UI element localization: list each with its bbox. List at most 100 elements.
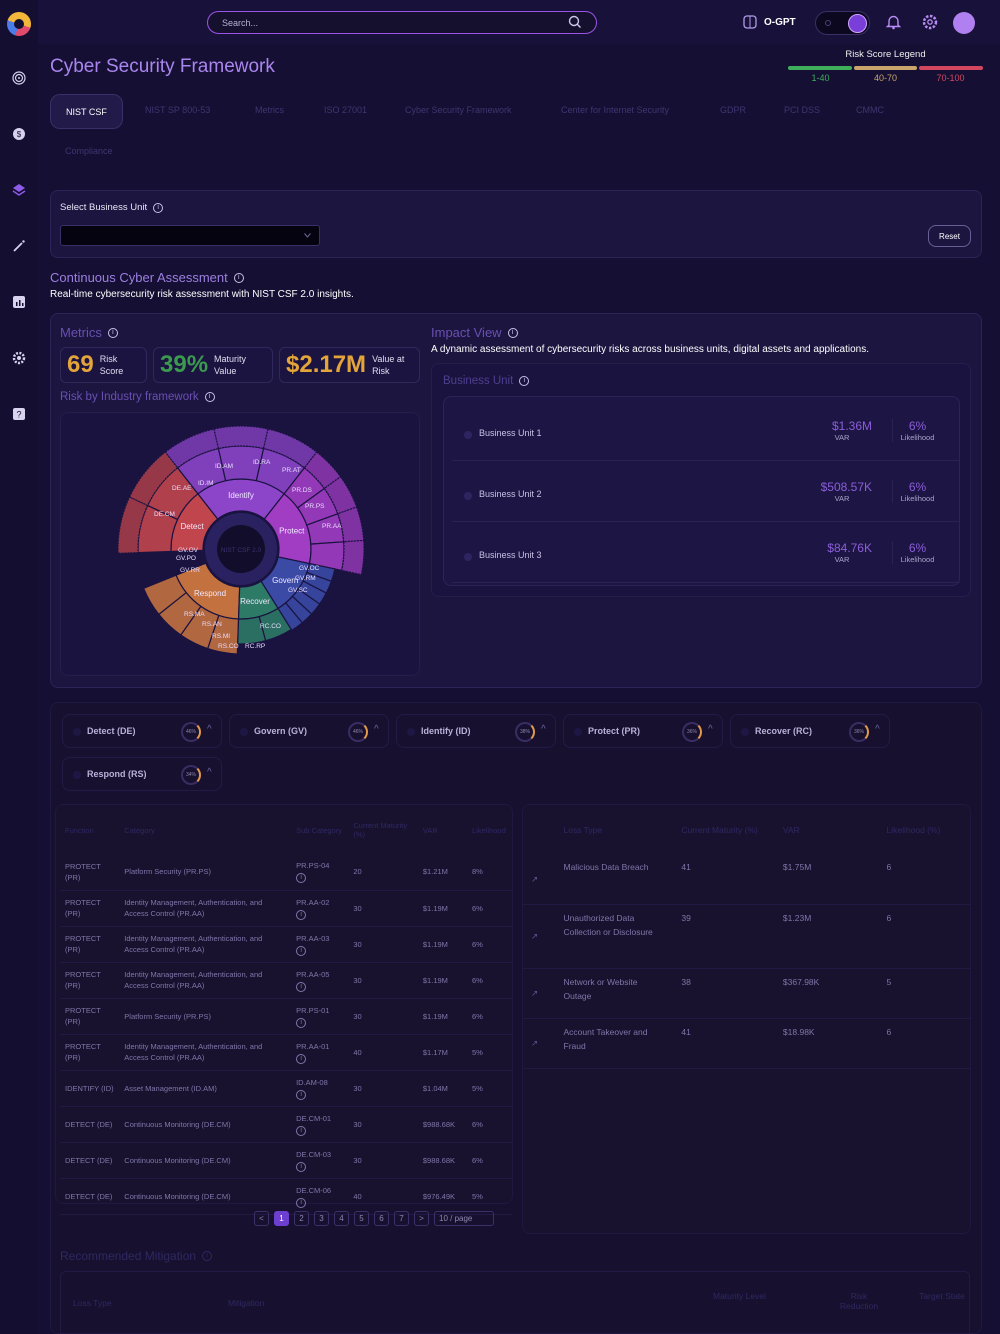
table-row[interactable]: PROTECT (PR) Identity Management, Authent… [60,1034,512,1071]
layers-icon[interactable] [12,183,26,197]
column-header[interactable]: Loss Type [73,1298,112,1308]
app-logo[interactable] [7,12,31,36]
dollar-icon[interactable]: $ [12,127,26,141]
column-header[interactable]: Sub Category [296,825,342,835]
tab-nist-sp-800-53[interactable]: NIST SP 800-53 [145,105,211,115]
info-icon[interactable]: i [296,873,307,884]
tab-center-for-internet-security[interactable]: Center for Internet Security [561,105,670,115]
column-header[interactable]: VAR [782,825,800,835]
info-icon[interactable]: i [296,909,307,920]
business-unit-select[interactable] [60,225,320,246]
user-avatar[interactable] [953,12,975,34]
table-row[interactable]: PROTECT (PR) Identity Management, Authent… [60,926,512,963]
column-header[interactable]: VAR [422,825,438,835]
search-box[interactable] [207,11,597,34]
table-row[interactable]: IDENTIFY (ID) Asset Management (ID.AM) ID.… [60,1070,512,1107]
column-header[interactable]: Function [65,825,94,835]
prev-page-button[interactable]: < [254,1211,269,1226]
info-icon[interactable]: i [296,1053,307,1064]
page-size-select[interactable]: 10 / page [434,1211,494,1226]
info-icon[interactable]: i [296,1089,307,1100]
table-row[interactable]: PROTECT (PR) Identity Management, Authent… [60,890,512,927]
external-link-icon[interactable]: ↗ [531,873,539,884]
tab-cyber-security-framework[interactable]: Cyber Security Framework [405,105,512,115]
business-unit-row[interactable]: Business Unit 3 $84.76K VAR 6% Likelihood [452,529,960,583]
column-header[interactable]: Target State [919,1291,965,1301]
sunburst-subcategory[interactable] [341,539,365,576]
sunburst-subcategory[interactable] [213,425,269,450]
info-icon[interactable]: i [507,327,518,338]
info-icon[interactable]: i [519,376,530,386]
tab-nist-csf[interactable]: NIST CSF [50,94,123,129]
sunburst-category[interactable] [142,574,188,616]
settings-icon[interactable] [12,351,26,365]
function-chip[interactable]: Detect (DE) 46% ^ [62,714,222,748]
table-row[interactable]: ↗ Malicious Data Breach 41 $1.75M 6 [523,854,970,905]
fingerprint-icon[interactable] [12,71,26,85]
column-header[interactable]: Likelihood [471,825,506,835]
sunburst-subcategory[interactable] [262,428,318,469]
external-link-icon[interactable]: ↗ [531,1038,539,1048]
column-header[interactable]: Likelihood (%) [886,825,941,835]
column-header[interactable]: Category [124,825,155,835]
search-icon[interactable] [568,15,582,29]
business-unit-row[interactable]: Business Unit 1 $1.36M VAR 6% Likelihood [452,407,960,461]
table-row[interactable]: PROTECT (PR) Identity Management, Authent… [60,962,512,999]
function-chip[interactable]: Identify (ID) 38% ^ [396,714,556,748]
table-row[interactable]: DETECT (DE) Continuous Monitoring (DE.CM)… [60,1142,512,1179]
table-row[interactable]: PROTECT (PR) Platform Security (PR.PS) PR.… [60,998,512,1035]
page-button[interactable]: 4 [334,1211,349,1226]
info-icon[interactable]: i [296,981,307,992]
table-row[interactable]: ↗ Network or Website Outage 38 $367.98K 5 [523,968,970,1019]
column-header[interactable]: Risk Reduction [839,1291,879,1311]
function-chip[interactable]: Govern (GV) 46% ^ [229,714,389,748]
function-chip[interactable]: Protect (PR) 36% ^ [563,714,723,748]
sunburst-category[interactable] [237,615,267,645]
table-row[interactable]: DETECT (DE) Continuous Monitoring (DE.CM)… [60,1178,512,1215]
column-header[interactable]: Mitigation [228,1298,265,1308]
page-button[interactable]: 5 [354,1211,369,1226]
external-link-icon[interactable]: ↗ [531,931,539,941]
function-chip[interactable]: Respond (RS) 34% ^ [62,757,222,791]
sunburst-category[interactable] [277,602,304,632]
bell-icon[interactable] [886,14,901,30]
column-header[interactable]: Current Maturity (%) [353,821,408,839]
info-icon[interactable]: i [296,1017,307,1028]
table-row[interactable]: DETECT (DE) Continuous Monitoring (DE.CM)… [60,1106,512,1143]
sunburst-chart[interactable]: Identify Protect Detect Respond Recover Gover… [110,420,372,672]
column-header[interactable]: Maturity Level [713,1291,766,1301]
column-header[interactable]: Loss Type [563,825,603,835]
table-row[interactable]: ↗ Account Takeover and Fraud 41 $18.98K 6 [523,1018,970,1069]
page-button[interactable]: 6 [374,1211,389,1226]
tab-iso-27001[interactable]: ISO 27001 [324,105,368,115]
business-unit-row[interactable]: Business Unit 2 $508.57K VAR 6% Likelihood [452,468,960,522]
report-icon[interactable] [12,295,26,309]
chevron-up-icon[interactable]: ^ [207,767,212,778]
chevron-up-icon[interactable]: ^ [541,724,546,735]
sunburst-subcategory[interactable] [164,428,220,469]
tab-metrics[interactable]: Metrics [255,105,284,115]
info-icon[interactable]: i [233,272,244,283]
function-chip[interactable]: Recover (RC) 36% ^ [730,714,890,748]
tab-pci-dss[interactable]: PCI DSS [784,105,821,115]
info-icon[interactable]: i [296,1161,307,1172]
search-input[interactable] [222,15,542,30]
magic-wand-icon[interactable] [12,239,26,253]
chevron-up-icon[interactable]: ^ [374,724,379,735]
table-row[interactable]: PROTECT (PR) Platform Security (PR.PS) PR.… [60,854,512,891]
info-icon[interactable]: i [153,202,164,213]
table-row[interactable]: ↗ Unauthorized Data Collection or Disclos… [523,904,970,969]
page-button[interactable]: 1 [274,1211,289,1226]
info-icon[interactable]: i [296,1125,307,1136]
chevron-up-icon[interactable]: ^ [708,724,713,735]
info-icon[interactable]: i [296,1197,307,1208]
info-icon[interactable]: i [202,1251,213,1261]
ogpt-button[interactable]: O-GPT [742,14,796,30]
page-button[interactable]: 3 [314,1211,329,1226]
info-icon[interactable]: i [107,327,118,338]
help-icon[interactable]: ? [12,407,26,421]
theme-toggle[interactable] [815,11,870,35]
info-icon[interactable]: i [204,392,215,402]
info-icon[interactable]: i [296,945,307,956]
reset-button[interactable]: Reset [928,225,971,247]
